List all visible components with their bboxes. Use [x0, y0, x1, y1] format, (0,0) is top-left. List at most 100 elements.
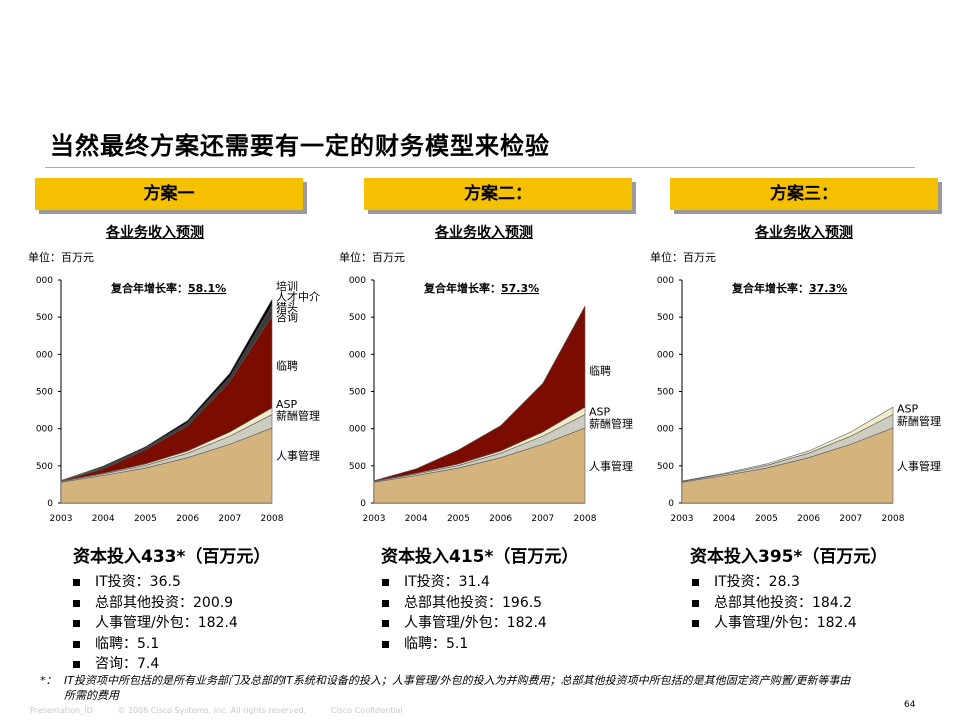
list-item: 人事管理/外包：182.4 — [380, 613, 547, 634]
x-tick-label: 2007 — [531, 514, 554, 524]
copyright-text: © 2008 Cisco Systems, Inc. All rights re… — [117, 706, 307, 715]
x-tick-label: 2006 — [489, 514, 512, 524]
y-tick-label: 3000 — [656, 276, 674, 286]
list-item: IT投资：31.4 — [380, 572, 547, 593]
cagr-label: 复合年增长率： — [110, 281, 188, 295]
investment-list-2: IT投资：31.4 总部其他投资：196.5 人事管理/外包：182.4 临聘：… — [380, 572, 547, 654]
chart-subtitle: 各业务收入预测 — [435, 225, 533, 241]
list-item: 临聘：5.1 — [380, 634, 547, 655]
x-tick-label: 2007 — [839, 514, 862, 524]
page-number: 64 — [904, 700, 916, 710]
x-tick-label: 2007 — [218, 514, 241, 524]
y-tick-label: 0 — [47, 499, 53, 509]
y-tick-label: 2500 — [656, 313, 674, 323]
list-item: IT投资：36.5 — [71, 572, 238, 593]
scenario-panel-3: 方案三： 各业务收入预测 单位：百万元 0 500 1000 1500 2000 2500… — [650, 178, 960, 567]
series-label: 人才中介 — [276, 289, 320, 303]
unit-label: 单位：百万元 — [28, 251, 94, 264]
revenue-area-chart: 0 500 1000 1500 2000 2500 3000 2003 2004 2005 2006… — [348, 276, 633, 524]
series-label: 临聘 — [276, 358, 298, 372]
capital-investment-title: 资本投入395*（百万元） — [690, 547, 888, 567]
cagr-label: 复合年增长率： — [731, 281, 809, 295]
x-tick-label: 2008 — [882, 514, 905, 524]
list-item: 咨询：7.4 — [71, 654, 238, 675]
y-tick-label: 0 — [668, 499, 674, 509]
y-tick-label: 500 — [657, 462, 674, 472]
page-title: 当然最终方案还需要有一定的财务模型来检验 — [50, 132, 550, 160]
list-item: 临聘：5.1 — [71, 634, 238, 655]
list-item: 人事管理/外包：182.4 — [690, 613, 857, 634]
x-tick-label: 2006 — [176, 514, 199, 524]
area-series — [373, 305, 586, 482]
x-tick-label: 2006 — [797, 514, 820, 524]
footnote-marker: *： — [40, 674, 57, 687]
y-tick-label: 2000 — [348, 350, 366, 360]
cagr-value: 57.3% — [501, 282, 539, 295]
y-tick-label: 500 — [36, 462, 53, 472]
confidential-label: Cisco Confidential — [330, 706, 403, 715]
investment-list-3: IT投资：28.3 总部其他投资：184.2 人事管理/外包：182.4 — [690, 572, 857, 634]
investment-list-1: IT投资：36.5 总部其他投资：200.9 人事管理/外包：182.4 临聘：… — [71, 572, 238, 675]
series-label: 培训 — [276, 279, 298, 293]
x-tick-label: 2003 — [363, 514, 386, 524]
scenario-panel-2: 方案二： 各业务收入预测 单位：百万元 0 500 1000 1500 2000 2500… — [339, 178, 664, 567]
series-label: 临聘 — [589, 364, 611, 378]
scenario-banner: 方案一 — [35, 178, 303, 210]
series-label: 人事管理 — [589, 459, 633, 473]
x-tick-label: 2005 — [134, 514, 157, 524]
slide-footer: Presentation_ID © 2008 Cisco Systems, In… — [30, 706, 425, 715]
y-tick-label: 500 — [349, 462, 366, 472]
chart-subtitle: 各业务收入预测 — [106, 225, 204, 241]
title-divider — [45, 167, 915, 168]
series-label: ASP — [589, 406, 611, 419]
y-tick-label: 1500 — [35, 388, 53, 398]
capital-investment-title: 资本投入415*（百万元） — [381, 547, 579, 567]
cagr-annotation: 复合年增长率：57.3% — [423, 281, 539, 295]
chart-subtitle: 各业务收入预测 — [755, 225, 853, 241]
scenario-banner: 方案二： — [364, 178, 632, 210]
revenue-area-chart: 0 500 1000 1500 2000 2500 3000 2003 2004 2005 2006… — [35, 276, 320, 524]
cagr-annotation: 复合年增长率：58.1% — [110, 281, 226, 295]
y-tick-label: 1000 — [35, 425, 53, 435]
x-tick-label: 2008 — [261, 514, 284, 524]
x-tick-label: 2004 — [713, 514, 736, 524]
y-tick-label: 0 — [360, 499, 366, 509]
list-item: 总部其他投资：196.5 — [380, 593, 547, 614]
list-item: 人事管理/外包：182.4 — [71, 613, 238, 634]
cagr-value: 58.1% — [188, 282, 226, 295]
cagr-value: 37.3% — [809, 282, 847, 295]
scenario-panel-1: 方案一 各业务收入预测 单位：百万元 0 500 1000 1500 2000 2500 3… — [28, 178, 335, 567]
footnote-text: IT投资项中所包括的是所有业务部门及总部的IT系统和设备的投入；人事管理/外包的… — [64, 674, 851, 702]
x-tick-label: 2004 — [405, 514, 428, 524]
list-item: 总部其他投资：184.2 — [690, 593, 857, 614]
y-tick-label: 1500 — [348, 388, 366, 398]
cagr-annotation: 复合年增长率：37.3% — [731, 281, 847, 295]
footnote: *： IT投资项中所包括的是所有业务部门及总部的IT系统和设备的投入；人事管理/… — [40, 673, 860, 703]
x-tick-label: 2008 — [574, 514, 597, 524]
y-tick-label: 1000 — [656, 425, 674, 435]
scenario-banner: 方案三： — [670, 178, 938, 210]
x-tick-label: 2003 — [671, 514, 694, 524]
x-tick-label: 2005 — [447, 514, 470, 524]
list-item: 总部其他投资：200.9 — [71, 593, 238, 614]
area-series — [60, 298, 273, 481]
series-label: 薪酬管理 — [276, 408, 320, 422]
area-series — [681, 406, 894, 482]
series-label: 猎头 — [276, 300, 298, 314]
series-label: 人事管理 — [276, 448, 320, 462]
series-label: ASP — [276, 398, 298, 411]
series-label: 薪酬管理 — [897, 414, 941, 428]
y-tick-label: 3000 — [35, 276, 53, 286]
y-tick-label: 2500 — [35, 313, 53, 323]
series-label: 薪酬管理 — [589, 416, 633, 430]
x-tick-label: 2005 — [755, 514, 778, 524]
y-tick-label: 3000 — [348, 276, 366, 286]
x-tick-label: 2003 — [50, 514, 73, 524]
y-tick-label: 2500 — [348, 313, 366, 323]
capital-investment-title: 资本投入433*（百万元） — [73, 547, 271, 567]
series-label: ASP — [897, 403, 919, 416]
series-label: 咨询 — [276, 310, 298, 324]
revenue-area-chart: 0 500 1000 1500 2000 2500 3000 2003 2004 2005 2006… — [656, 276, 941, 524]
cagr-label: 复合年增长率： — [423, 281, 501, 295]
y-tick-label: 2000 — [35, 350, 53, 360]
